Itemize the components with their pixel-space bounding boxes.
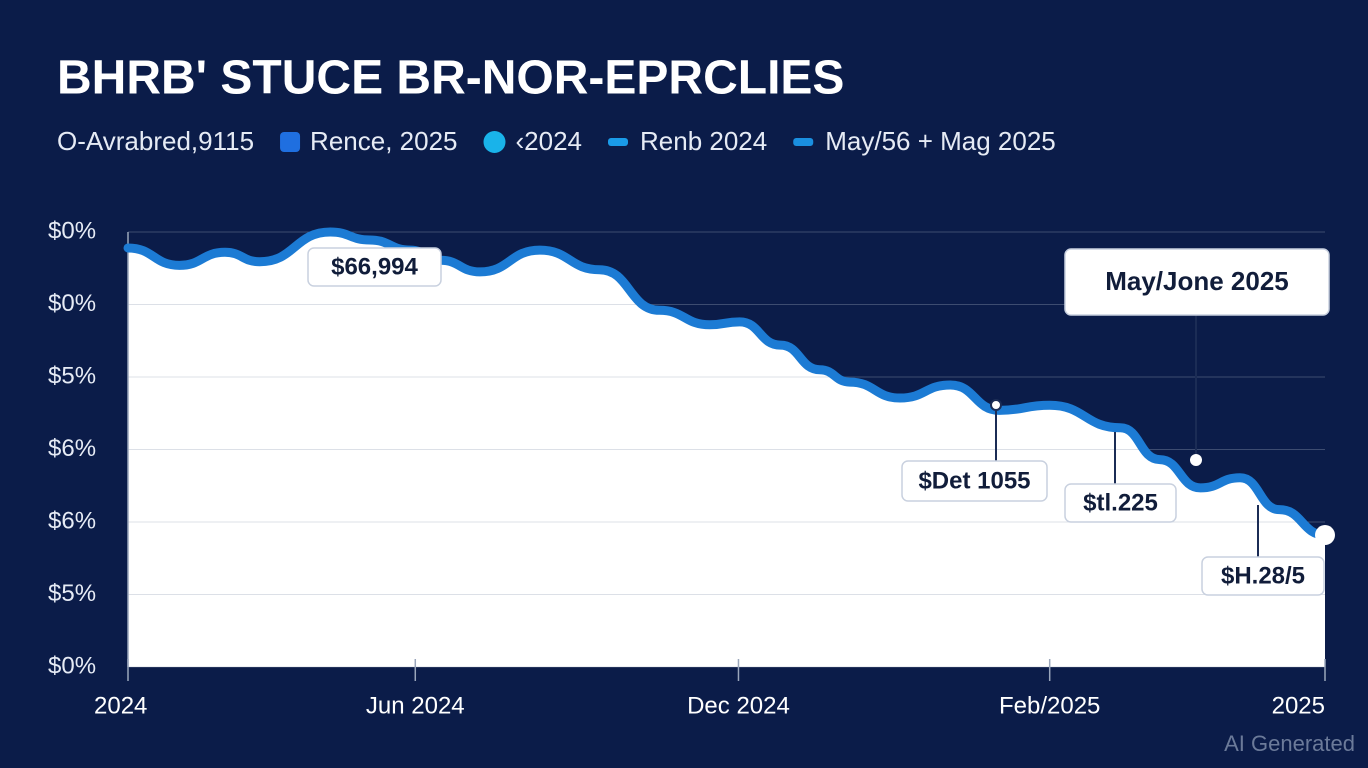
x-tick-label: Jun 2024 — [366, 692, 465, 719]
annotation-dot — [990, 399, 1002, 411]
end-point — [1315, 525, 1335, 546]
legend-label: Rence, 2025 — [310, 126, 457, 156]
legend-marker — [793, 138, 814, 146]
annotation-box — [901, 460, 1048, 502]
legend-label: O-Avrabred,9115 — [57, 126, 254, 156]
legend-label: May/56 + Mag 2025 — [825, 126, 1056, 156]
x-tick-label: Dec 2024 — [687, 692, 790, 719]
annotation-dot — [1190, 454, 1202, 466]
legend-label: ‹2024 — [516, 126, 583, 156]
watermark: AI Generated — [1224, 731, 1355, 756]
y-tick-label: $5% — [48, 362, 96, 389]
chart-title: BHRB' STUCE BR-NOR-EPRCLIES — [57, 52, 844, 105]
x-tick-label: Feb/2025 — [999, 692, 1100, 719]
annotation: $tl.225 — [1083, 489, 1158, 516]
annotation-box — [1064, 248, 1330, 316]
annotation: $66,994 — [331, 253, 418, 280]
line — [123, 227, 1330, 540]
y-tick-label: $0% — [48, 290, 96, 317]
annotation: May/Jone 2025 — [1105, 266, 1289, 296]
annotation: $H.28/5 — [1221, 562, 1305, 589]
x-tick-label: 2025 — [1272, 692, 1325, 719]
annotation-box — [1201, 556, 1325, 596]
area — [128, 232, 1325, 667]
x-tick-label: 2024 — [94, 692, 147, 719]
y-tick-label: $0% — [48, 217, 96, 244]
y-tick-label: $6% — [48, 507, 96, 534]
y-tick-label: $6% — [48, 435, 96, 462]
legend-marker — [483, 131, 506, 153]
annotation: $Det 1055 — [918, 467, 1030, 494]
y-tick-label: $0% — [48, 652, 96, 679]
legend-marker — [280, 132, 301, 152]
y-tick-label: $5% — [48, 580, 96, 607]
annotation-box — [307, 247, 442, 287]
legend-label: Renb 2024 — [640, 126, 767, 156]
annotation-box — [1064, 483, 1177, 523]
legend-marker — [608, 138, 628, 146]
